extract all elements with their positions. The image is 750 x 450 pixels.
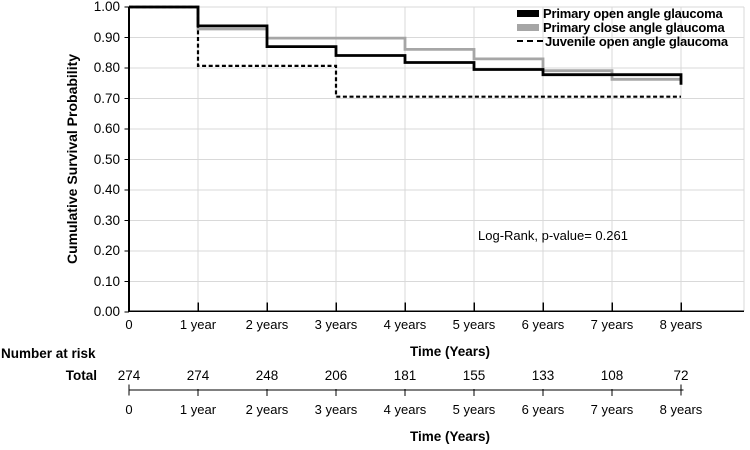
risk-value: 181 bbox=[393, 368, 417, 383]
risk-axis-tick-label: 0 bbox=[125, 402, 133, 417]
risk-axis-tick-label: 3 years bbox=[314, 402, 358, 417]
y-tick-label: 0.70 bbox=[93, 90, 120, 106]
x-tick-label: 3 years bbox=[314, 317, 358, 332]
risk-value: 248 bbox=[255, 368, 279, 383]
x-tick-label: 6 years bbox=[521, 317, 565, 332]
risk-value: 108 bbox=[600, 368, 624, 383]
axes bbox=[124, 6, 744, 313]
x-axis-title: Time (Years) bbox=[409, 344, 491, 359]
number-at-risk-header: Number at risk bbox=[1, 346, 96, 361]
legend-item: Juvenile open angle glaucoma bbox=[517, 34, 728, 49]
series-primary-open-angle-glaucoma bbox=[129, 5, 683, 85]
risk-value: 133 bbox=[531, 368, 555, 383]
y-tick-label: 0.10 bbox=[93, 273, 120, 289]
risk-value: 274 bbox=[186, 368, 210, 383]
risk-value: 206 bbox=[324, 368, 348, 383]
risk-axis bbox=[128, 384, 684, 396]
y-tick-label: 0.60 bbox=[93, 121, 120, 136]
x-tick-label: 1 year bbox=[179, 317, 217, 332]
y-tick-label: 1.00 bbox=[93, 0, 120, 14]
risk-value: 72 bbox=[673, 368, 689, 383]
legend-label: Primary open angle glaucoma bbox=[543, 6, 723, 22]
risk-axis-tick-label: 5 years bbox=[452, 402, 496, 417]
x-tick-label: 5 years bbox=[452, 317, 496, 332]
risk-axis-tick-label: 2 years bbox=[245, 402, 289, 417]
risk-row-label-total: Total bbox=[65, 368, 97, 383]
gridlines bbox=[129, 6, 745, 311]
dashed-black-line-swatch-icon bbox=[517, 40, 543, 43]
x-tick-label: 0 bbox=[125, 317, 133, 332]
x-tick-label: 7 years bbox=[590, 317, 634, 332]
risk-value: 274 bbox=[117, 368, 141, 383]
series-primary-close-angle-glaucoma bbox=[129, 5, 681, 81]
legend-label: Juvenile open angle glaucoma bbox=[545, 34, 728, 49]
risk-axis-tick-label: 1 year bbox=[179, 402, 217, 417]
x-tick-label: 2 years bbox=[245, 317, 289, 332]
y-tick-label: 0.80 bbox=[93, 60, 120, 75]
legend: Primary open angle glaucoma Primary close… bbox=[517, 6, 728, 49]
risk-axis-tick-label: 8 years bbox=[659, 402, 703, 417]
risk-value: 155 bbox=[462, 368, 486, 383]
legend-item: Primary close angle glaucoma bbox=[517, 20, 728, 36]
solid-black-line-swatch-icon bbox=[517, 10, 539, 18]
log-rank-annotation: Log-Rank, p-value= 0.261 bbox=[478, 228, 628, 243]
risk-axis-tick-label: 4 years bbox=[383, 402, 427, 417]
legend-label: Primary close angle glaucoma bbox=[543, 20, 725, 36]
y-tick-label: 0.40 bbox=[93, 182, 120, 197]
y-tick-label: 0.00 bbox=[93, 304, 120, 319]
y-tick-label: 0.50 bbox=[93, 151, 120, 167]
x-tick-label: 4 years bbox=[383, 317, 427, 332]
y-tick-label: 0.20 bbox=[93, 243, 120, 258]
risk-axis-tick-label: 6 years bbox=[521, 402, 565, 417]
x-tick-label: 8 years bbox=[659, 317, 703, 332]
risk-axis-title: Time (Years) bbox=[409, 429, 491, 444]
solid-gray-line-swatch-icon bbox=[517, 24, 539, 32]
legend-item: Primary open angle glaucoma bbox=[517, 6, 728, 22]
y-tick-label: 0.90 bbox=[93, 29, 120, 45]
y-tick-label: 0.30 bbox=[93, 212, 120, 228]
risk-axis-tick-label: 7 years bbox=[590, 402, 634, 417]
